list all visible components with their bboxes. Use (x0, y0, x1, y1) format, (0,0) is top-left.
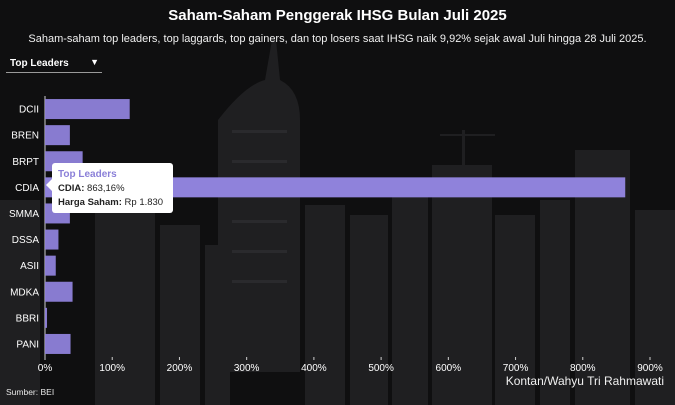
bar-dssa[interactable] (45, 229, 59, 250)
y-tick-label-brpt: BRPT (12, 157, 39, 168)
source-note: Sumber: BEI (6, 387, 55, 397)
x-tick-label: 800% (570, 363, 596, 374)
caret-down-icon: ▼ (90, 57, 99, 67)
x-tick-label: 500% (368, 363, 394, 374)
y-tick-label-dcii: DCII (19, 105, 39, 116)
y-tick-label-bbri: BBRI (16, 313, 39, 324)
x-tick-label: 900% (637, 363, 663, 374)
bar-asii[interactable] (45, 255, 56, 276)
bar-bbri[interactable] (45, 307, 48, 328)
chart-title: Saham-Saham Penggerak IHSG Bulan Juli 20… (168, 7, 507, 24)
bar-cdia[interactable] (45, 177, 626, 198)
x-tick-label: 200% (167, 363, 193, 374)
category-dropdown[interactable]: Top Leaders ▼ (6, 56, 102, 73)
credit-note: Kontan/Wahyu Tri Rahmawati (505, 374, 664, 388)
chart-subtitle: Saham-saham top leaders, top laggards, t… (28, 33, 647, 45)
x-tick-label: 0% (38, 363, 53, 374)
tooltip-title: Top Leaders (58, 169, 117, 180)
tooltip-price-key: Harga Saham: (58, 197, 122, 208)
x-tick-label: 300% (234, 363, 260, 374)
y-tick-label-pani: PANI (16, 339, 39, 350)
tooltip-ticker-value: 863,16% (87, 183, 125, 194)
y-tick-label-dssa: DSSA (12, 235, 40, 246)
y-tick-label-cdia: CDIA (15, 183, 39, 194)
y-tick-label-bren: BREN (11, 131, 39, 142)
tooltip-price-value: Rp 1.830 (124, 197, 164, 208)
x-tick-label: 700% (503, 363, 529, 374)
bar-pani[interactable] (45, 333, 71, 354)
bar-dcii[interactable] (45, 99, 130, 120)
y-tick-label-smma: SMMA (9, 209, 39, 220)
x-tick-label: 400% (301, 363, 327, 374)
y-tick-label-mdka: MDKA (10, 287, 39, 298)
bar-bren[interactable] (45, 125, 70, 146)
bar-mdka[interactable] (45, 281, 73, 302)
x-tick-label: 100% (99, 363, 125, 374)
y-tick-label-asii: ASII (20, 261, 39, 272)
dropdown-selected-label: Top Leaders (10, 58, 69, 69)
tooltip-ticker-key: CDIA: (58, 183, 85, 194)
x-tick-label: 600% (436, 363, 462, 374)
chart-tooltip: Top Leaders CDIA: 863,16% Harga Saham: R… (46, 163, 173, 213)
